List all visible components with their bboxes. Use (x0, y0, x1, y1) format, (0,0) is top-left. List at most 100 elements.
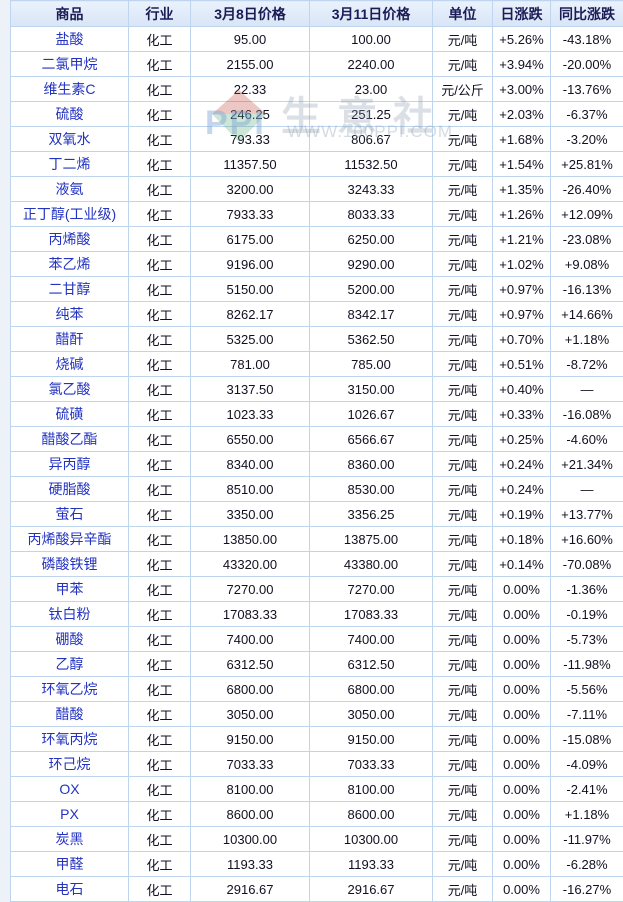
commodity-link[interactable]: 盐酸 (55, 31, 84, 47)
commodity-cell: 萤石 (10, 501, 129, 527)
industry-cell: 化工 (128, 276, 191, 302)
commodity-link[interactable]: 乙醇 (55, 656, 84, 672)
unit-cell: 元/吨 (432, 501, 493, 527)
col-header-price-mar8: 3月8日价格 (190, 0, 310, 27)
daily-change-cell: +1.02% (492, 251, 551, 277)
commodity-link[interactable]: 二氯甲烷 (41, 56, 98, 72)
commodity-link[interactable]: 正丁醇(工业级) (22, 206, 117, 222)
commodity-link[interactable]: PX (60, 806, 79, 822)
commodity-link[interactable]: 纯苯 (55, 306, 84, 322)
price-mar11-cell: 1193.33 (309, 851, 433, 877)
yoy-change-cell: -11.98% (550, 651, 623, 677)
daily-change-cell: +1.21% (492, 226, 551, 252)
price-mar8-cell: 8600.00 (190, 801, 310, 827)
industry-cell: 化工 (128, 501, 191, 527)
price-mar11-cell: 9290.00 (309, 251, 433, 277)
commodity-link[interactable]: 液氨 (55, 181, 84, 197)
price-mar11-cell: 17083.33 (309, 601, 433, 627)
commodity-link[interactable]: 甲醛 (55, 856, 84, 872)
table-row: 盐酸 化工 95.00 100.00 元/吨 +5.26% -43.18% (10, 26, 623, 52)
commodity-link[interactable]: 烧碱 (55, 356, 84, 372)
daily-change-cell: 0.00% (492, 751, 551, 777)
daily-change-cell: 0.00% (492, 801, 551, 827)
yoy-change-cell: -0.19% (550, 601, 623, 627)
commodity-link[interactable]: 二甘醇 (48, 281, 91, 297)
commodity-link[interactable]: OX (59, 781, 80, 797)
commodity-link[interactable]: 氯乙酸 (48, 381, 91, 397)
price-mar11-cell: 6312.50 (309, 651, 433, 677)
commodity-cell: 液氨 (10, 176, 129, 202)
unit-cell: 元/吨 (432, 351, 493, 377)
price-mar8-cell: 2155.00 (190, 51, 310, 77)
commodity-cell: 甲醛 (10, 851, 129, 877)
commodity-link[interactable]: 丙烯酸 (48, 231, 91, 247)
table-row: 乙醇 化工 6312.50 6312.50 元/吨 0.00% -11.98% (10, 651, 623, 677)
commodity-link[interactable]: 甲苯 (55, 581, 84, 597)
commodity-link[interactable]: 环己烷 (48, 756, 91, 772)
unit-cell: 元/吨 (432, 126, 493, 152)
commodity-link[interactable]: 萤石 (55, 506, 84, 522)
daily-change-cell: +0.14% (492, 551, 551, 577)
price-mar8-cell: 3137.50 (190, 376, 310, 402)
industry-cell: 化工 (128, 126, 191, 152)
industry-cell: 化工 (128, 51, 191, 77)
price-mar11-cell: 3050.00 (309, 701, 433, 727)
commodity-link[interactable]: 异丙醇 (48, 456, 91, 472)
table-row: 丁二烯 化工 11357.50 11532.50 元/吨 +1.54% +25.81% (10, 151, 623, 177)
daily-change-cell: 0.00% (492, 876, 551, 902)
commodity-cell: 氯乙酸 (10, 376, 129, 402)
commodity-link[interactable]: 硫磺 (55, 406, 84, 422)
yoy-change-cell: -4.60% (550, 426, 623, 452)
commodity-link[interactable]: 醋酸 (55, 706, 84, 722)
price-mar8-cell: 9150.00 (190, 726, 310, 752)
commodity-link[interactable]: 维生素C (43, 81, 96, 97)
commodity-link[interactable]: 钛白粉 (48, 606, 91, 622)
yoy-change-cell: — (550, 476, 623, 502)
unit-cell: 元/吨 (432, 826, 493, 852)
table-row: 液氨 化工 3200.00 3243.33 元/吨 +1.35% -26.40% (10, 176, 623, 202)
commodity-link[interactable]: 醋酐 (55, 331, 84, 347)
unit-cell: 元/吨 (432, 751, 493, 777)
commodity-link[interactable]: 环氧丙烷 (41, 731, 98, 747)
commodity-link[interactable]: 磷酸铁锂 (41, 556, 98, 572)
commodity-link[interactable]: 炭黑 (55, 831, 84, 847)
commodity-link[interactable]: 硬脂酸 (48, 481, 91, 497)
commodity-price-table: 商品 行业 3月8日价格 3月11日价格 单位 日涨跌 同比涨跌 盐酸 化工 95.… (10, 0, 623, 902)
price-mar8-cell: 1193.33 (190, 851, 310, 877)
commodity-cell: 硫酸 (10, 101, 129, 127)
commodity-link[interactable]: 丁二烯 (48, 156, 91, 172)
commodity-link[interactable]: 醋酸乙酯 (41, 431, 98, 447)
col-header-unit: 单位 (432, 0, 493, 27)
daily-change-cell: +3.00% (492, 76, 551, 102)
price-mar8-cell: 3050.00 (190, 701, 310, 727)
price-mar8-cell: 7933.33 (190, 201, 310, 227)
price-mar8-cell: 6800.00 (190, 676, 310, 702)
table-header-row: 商品 行业 3月8日价格 3月11日价格 单位 日涨跌 同比涨跌 (10, 0, 623, 27)
price-mar11-cell: 11532.50 (309, 151, 433, 177)
price-mar11-cell: 806.67 (309, 126, 433, 152)
commodity-cell: 二甘醇 (10, 276, 129, 302)
price-mar11-cell: 1026.67 (309, 401, 433, 427)
commodity-link[interactable]: 电石 (55, 881, 84, 897)
commodity-cell: 甲苯 (10, 576, 129, 602)
table-row: 双氧水 化工 793.33 806.67 元/吨 +1.68% -3.20% (10, 126, 623, 152)
unit-cell: 元/吨 (432, 626, 493, 652)
commodity-link[interactable]: 双氧水 (48, 131, 91, 147)
commodity-link[interactable]: 丙烯酸异辛酯 (27, 531, 112, 547)
commodity-link[interactable]: 环氧乙烷 (41, 681, 98, 697)
unit-cell: 元/吨 (432, 276, 493, 302)
daily-change-cell: +1.68% (492, 126, 551, 152)
commodity-cell: 盐酸 (10, 26, 129, 52)
price-mar8-cell: 7033.33 (190, 751, 310, 777)
commodity-link[interactable]: 苯乙烯 (48, 256, 91, 272)
commodity-cell: 苯乙烯 (10, 251, 129, 277)
daily-change-cell: 0.00% (492, 851, 551, 877)
commodity-link[interactable]: 硼酸 (55, 631, 84, 647)
price-mar8-cell: 6312.50 (190, 651, 310, 677)
table-row: 丙烯酸异辛酯 化工 13850.00 13875.00 元/吨 +0.18% +16.60% (10, 526, 623, 552)
yoy-change-cell: +16.60% (550, 526, 623, 552)
commodity-cell: 维生素C (10, 76, 129, 102)
daily-change-cell: +0.24% (492, 476, 551, 502)
price-mar8-cell: 8340.00 (190, 451, 310, 477)
commodity-link[interactable]: 硫酸 (55, 106, 84, 122)
